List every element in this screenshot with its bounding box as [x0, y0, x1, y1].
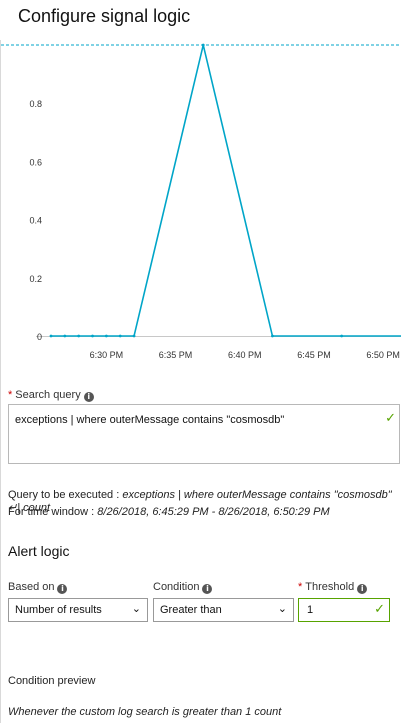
- chart-svg: 0 0.2 0.4 0.6 0.8 6:30 PM 6:35 PM 6:40 PM 6:45 P…: [1, 43, 401, 360]
- alert-logic-title: Alert logic: [8, 543, 70, 559]
- time-window-value: 8/26/2018, 6:45:29 PM - 8/26/2018, 6:50:…: [97, 506, 330, 518]
- x-tick-label: 6:35 PM: [159, 350, 193, 360]
- series-line: [51, 44, 401, 337]
- condition-label-text: Condition: [153, 581, 200, 593]
- panel-title: Configure signal logic: [18, 6, 191, 26]
- info-icon[interactable]: i: [202, 584, 213, 594]
- x-tick-label: 6:50 PM: [366, 350, 400, 360]
- query-executed-line: Query to be executed : exceptions | wher…: [8, 489, 401, 514]
- data-point: [118, 334, 122, 338]
- based-on-value: Number of results: [15, 604, 102, 616]
- data-point: [340, 334, 344, 338]
- based-on-select[interactable]: Number of results ⌄: [8, 598, 148, 622]
- signal-chart: 0 0.2 0.4 0.6 0.8 6:30 PM 6:35 PM 6:40 PM 6:45 P…: [0, 40, 401, 370]
- time-window-label: For time window :: [8, 506, 95, 518]
- info-icon[interactable]: i: [57, 584, 68, 594]
- time-window-line: For time window : 8/26/2018, 6:45:29 PM …: [8, 506, 330, 518]
- chevron-down-icon: ⌄: [277, 602, 287, 615]
- info-icon[interactable]: i: [83, 392, 94, 402]
- threshold-label: * Threshold i: [298, 581, 368, 594]
- query-executed-label: Query to be executed :: [8, 489, 120, 501]
- x-tick-label: 6:45 PM: [297, 350, 331, 360]
- data-point: [91, 334, 94, 338]
- condition-select[interactable]: Greater than ⌄: [153, 598, 294, 622]
- y-tick-label: 0.6: [29, 157, 42, 167]
- data-point: [49, 334, 53, 338]
- data-point: [63, 334, 67, 338]
- search-query-label-text: Search query: [15, 389, 81, 401]
- y-tick-label: 0: [37, 332, 42, 342]
- condition-preview-title: Condition preview: [8, 675, 96, 687]
- x-tick-label: 6:40 PM: [228, 350, 262, 360]
- search-query-label: * Search query i: [8, 389, 94, 402]
- threshold-input[interactable]: 1 ✓: [298, 598, 390, 622]
- search-query-value[interactable]: exceptions | where outerMessage contains…: [15, 414, 285, 426]
- required-asterisk: *: [298, 581, 303, 593]
- panel-left-border: [0, 40, 1, 723]
- condition-value: Greater than: [160, 604, 222, 616]
- threshold-label-text: Threshold: [305, 581, 355, 593]
- data-point: [132, 334, 136, 338]
- condition-preview-text: Whenever the custom log search is greate…: [8, 706, 282, 718]
- x-tick-label: 6:30 PM: [90, 350, 124, 360]
- y-tick-label: 0.4: [29, 216, 42, 226]
- valid-check-icon: ✓: [385, 411, 396, 426]
- data-point: [77, 334, 81, 338]
- query-executed-value: exceptions | where outerMessage contains…: [8, 489, 392, 514]
- data-point: [271, 334, 274, 338]
- based-on-label: Based on i: [8, 581, 68, 594]
- chevron-down-icon: ⌄: [131, 602, 141, 615]
- based-on-label-text: Based on: [8, 581, 55, 593]
- data-point: [104, 334, 108, 338]
- data-point: [201, 43, 205, 47]
- search-query-input[interactable]: exceptions | where outerMessage contains…: [8, 404, 400, 464]
- info-icon[interactable]: i: [357, 584, 368, 594]
- required-asterisk: *: [8, 389, 13, 401]
- condition-label: Condition i: [153, 581, 213, 594]
- y-tick-label: 0.8: [29, 99, 42, 109]
- threshold-value[interactable]: 1: [307, 604, 314, 616]
- valid-check-icon: ✓: [374, 602, 385, 617]
- y-tick-label: 0.2: [29, 274, 42, 284]
